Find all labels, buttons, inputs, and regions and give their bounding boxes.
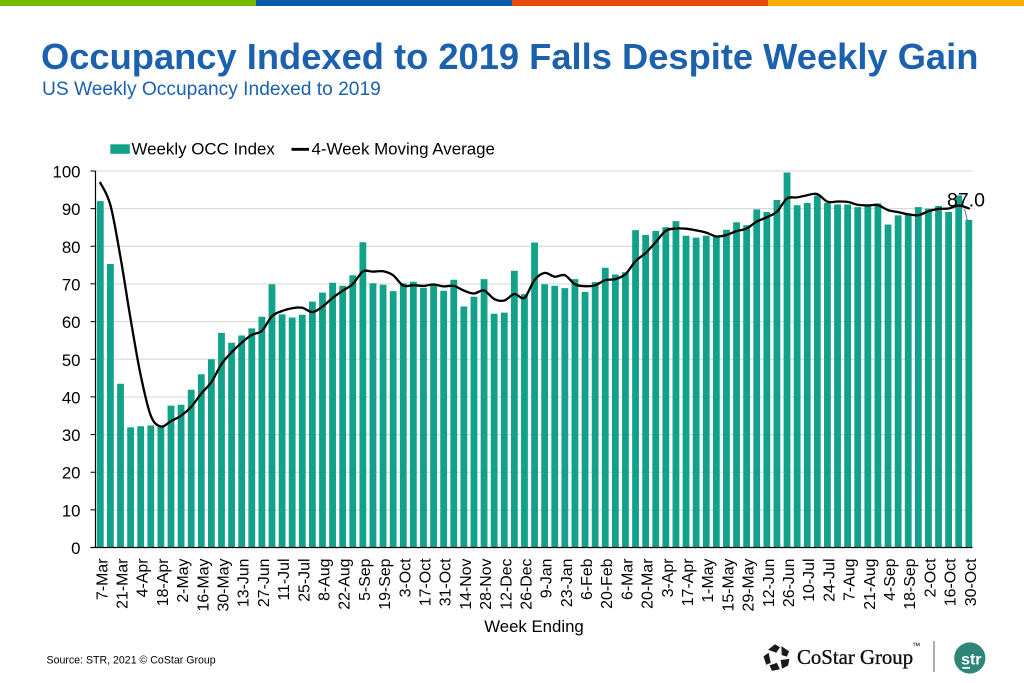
svg-text:21-Aug: 21-Aug [862, 559, 879, 610]
svg-text:7-Mar: 7-Mar [94, 558, 111, 600]
svg-text:13-Jun: 13-Jun [236, 559, 253, 608]
svg-text:15-May: 15-May [720, 558, 737, 611]
svg-text:CoStar Group: CoStar Group [797, 646, 913, 669]
svg-text:100: 100 [53, 163, 81, 182]
svg-text:3-Oct: 3-Oct [397, 558, 414, 597]
svg-text:3-Apr: 3-Apr [660, 558, 677, 598]
svg-text:25-Jul: 25-Jul [296, 559, 313, 602]
svg-text:12-Jun: 12-Jun [761, 559, 778, 608]
svg-text:30-May: 30-May [216, 558, 233, 611]
svg-text:26-Jun: 26-Jun [781, 559, 798, 608]
svg-text:70: 70 [62, 275, 81, 294]
svg-text:4-Week Moving Average: 4-Week Moving Average [312, 140, 495, 159]
svg-text:50: 50 [62, 351, 81, 370]
svg-text:10: 10 [62, 501, 81, 520]
svg-text:30-Oct: 30-Oct [963, 558, 980, 606]
svg-text:16-May: 16-May [195, 558, 212, 611]
svg-text:Source: STR, 2021 © CoStar Gro: Source: STR, 2021 © CoStar Group [47, 655, 216, 667]
svg-text:4-Apr: 4-Apr [135, 558, 152, 598]
svg-text:str: str [961, 652, 981, 669]
svg-text:6-Feb: 6-Feb [579, 558, 596, 600]
svg-text:9-Jan: 9-Jan [539, 559, 556, 599]
svg-text:24-Jul: 24-Jul [821, 559, 838, 602]
svg-text:Weekly OCC Index: Weekly OCC Index [132, 140, 276, 159]
svg-text:7-Aug: 7-Aug [842, 559, 859, 601]
svg-text:14-Nov: 14-Nov [458, 558, 475, 609]
svg-text:18-Sep: 18-Sep [902, 558, 919, 609]
svg-text:29-May: 29-May [741, 558, 758, 611]
svg-text:26-Dec: 26-Dec [519, 558, 536, 609]
svg-text:90: 90 [62, 200, 81, 219]
svg-text:8-Aug: 8-Aug [317, 559, 334, 601]
svg-text:16-Oct: 16-Oct [943, 558, 960, 606]
svg-text:™: ™ [912, 641, 921, 651]
svg-text:20: 20 [62, 464, 81, 483]
svg-text:17-Apr: 17-Apr [680, 558, 697, 606]
svg-text:23-Jan: 23-Jan [559, 559, 576, 608]
svg-text:11-Jul: 11-Jul [276, 559, 293, 601]
svg-text:21-Mar: 21-Mar [115, 558, 132, 609]
svg-text:Week Ending: Week Ending [484, 617, 584, 636]
svg-text:27-Jun: 27-Jun [256, 559, 273, 608]
svg-text:60: 60 [62, 313, 81, 332]
svg-text:17-Oct: 17-Oct [418, 558, 435, 606]
svg-text:80: 80 [62, 238, 81, 257]
svg-text:1-May: 1-May [700, 558, 717, 602]
svg-text:4-Sep: 4-Sep [882, 558, 899, 601]
svg-text:87.0: 87.0 [947, 190, 985, 212]
svg-text:2-Oct: 2-Oct [922, 558, 939, 597]
svg-text:12-Dec: 12-Dec [498, 558, 515, 609]
svg-text:10-Jul: 10-Jul [801, 559, 818, 602]
svg-text:30: 30 [62, 426, 81, 445]
svg-text:40: 40 [62, 388, 81, 407]
svg-text:18-Apr: 18-Apr [155, 558, 172, 606]
svg-text:28-Nov: 28-Nov [478, 558, 495, 609]
svg-text:22-Aug: 22-Aug [337, 559, 354, 610]
svg-text:19-Sep: 19-Sep [377, 558, 394, 609]
svg-text:20-Mar: 20-Mar [640, 558, 657, 609]
svg-text:20-Feb: 20-Feb [599, 558, 616, 609]
svg-text:31-Oct: 31-Oct [438, 558, 455, 606]
svg-text:6-Mar: 6-Mar [619, 558, 636, 600]
svg-text:2-May: 2-May [175, 558, 192, 602]
svg-text:5-Sep: 5-Sep [357, 558, 374, 601]
svg-text:0: 0 [71, 539, 80, 558]
